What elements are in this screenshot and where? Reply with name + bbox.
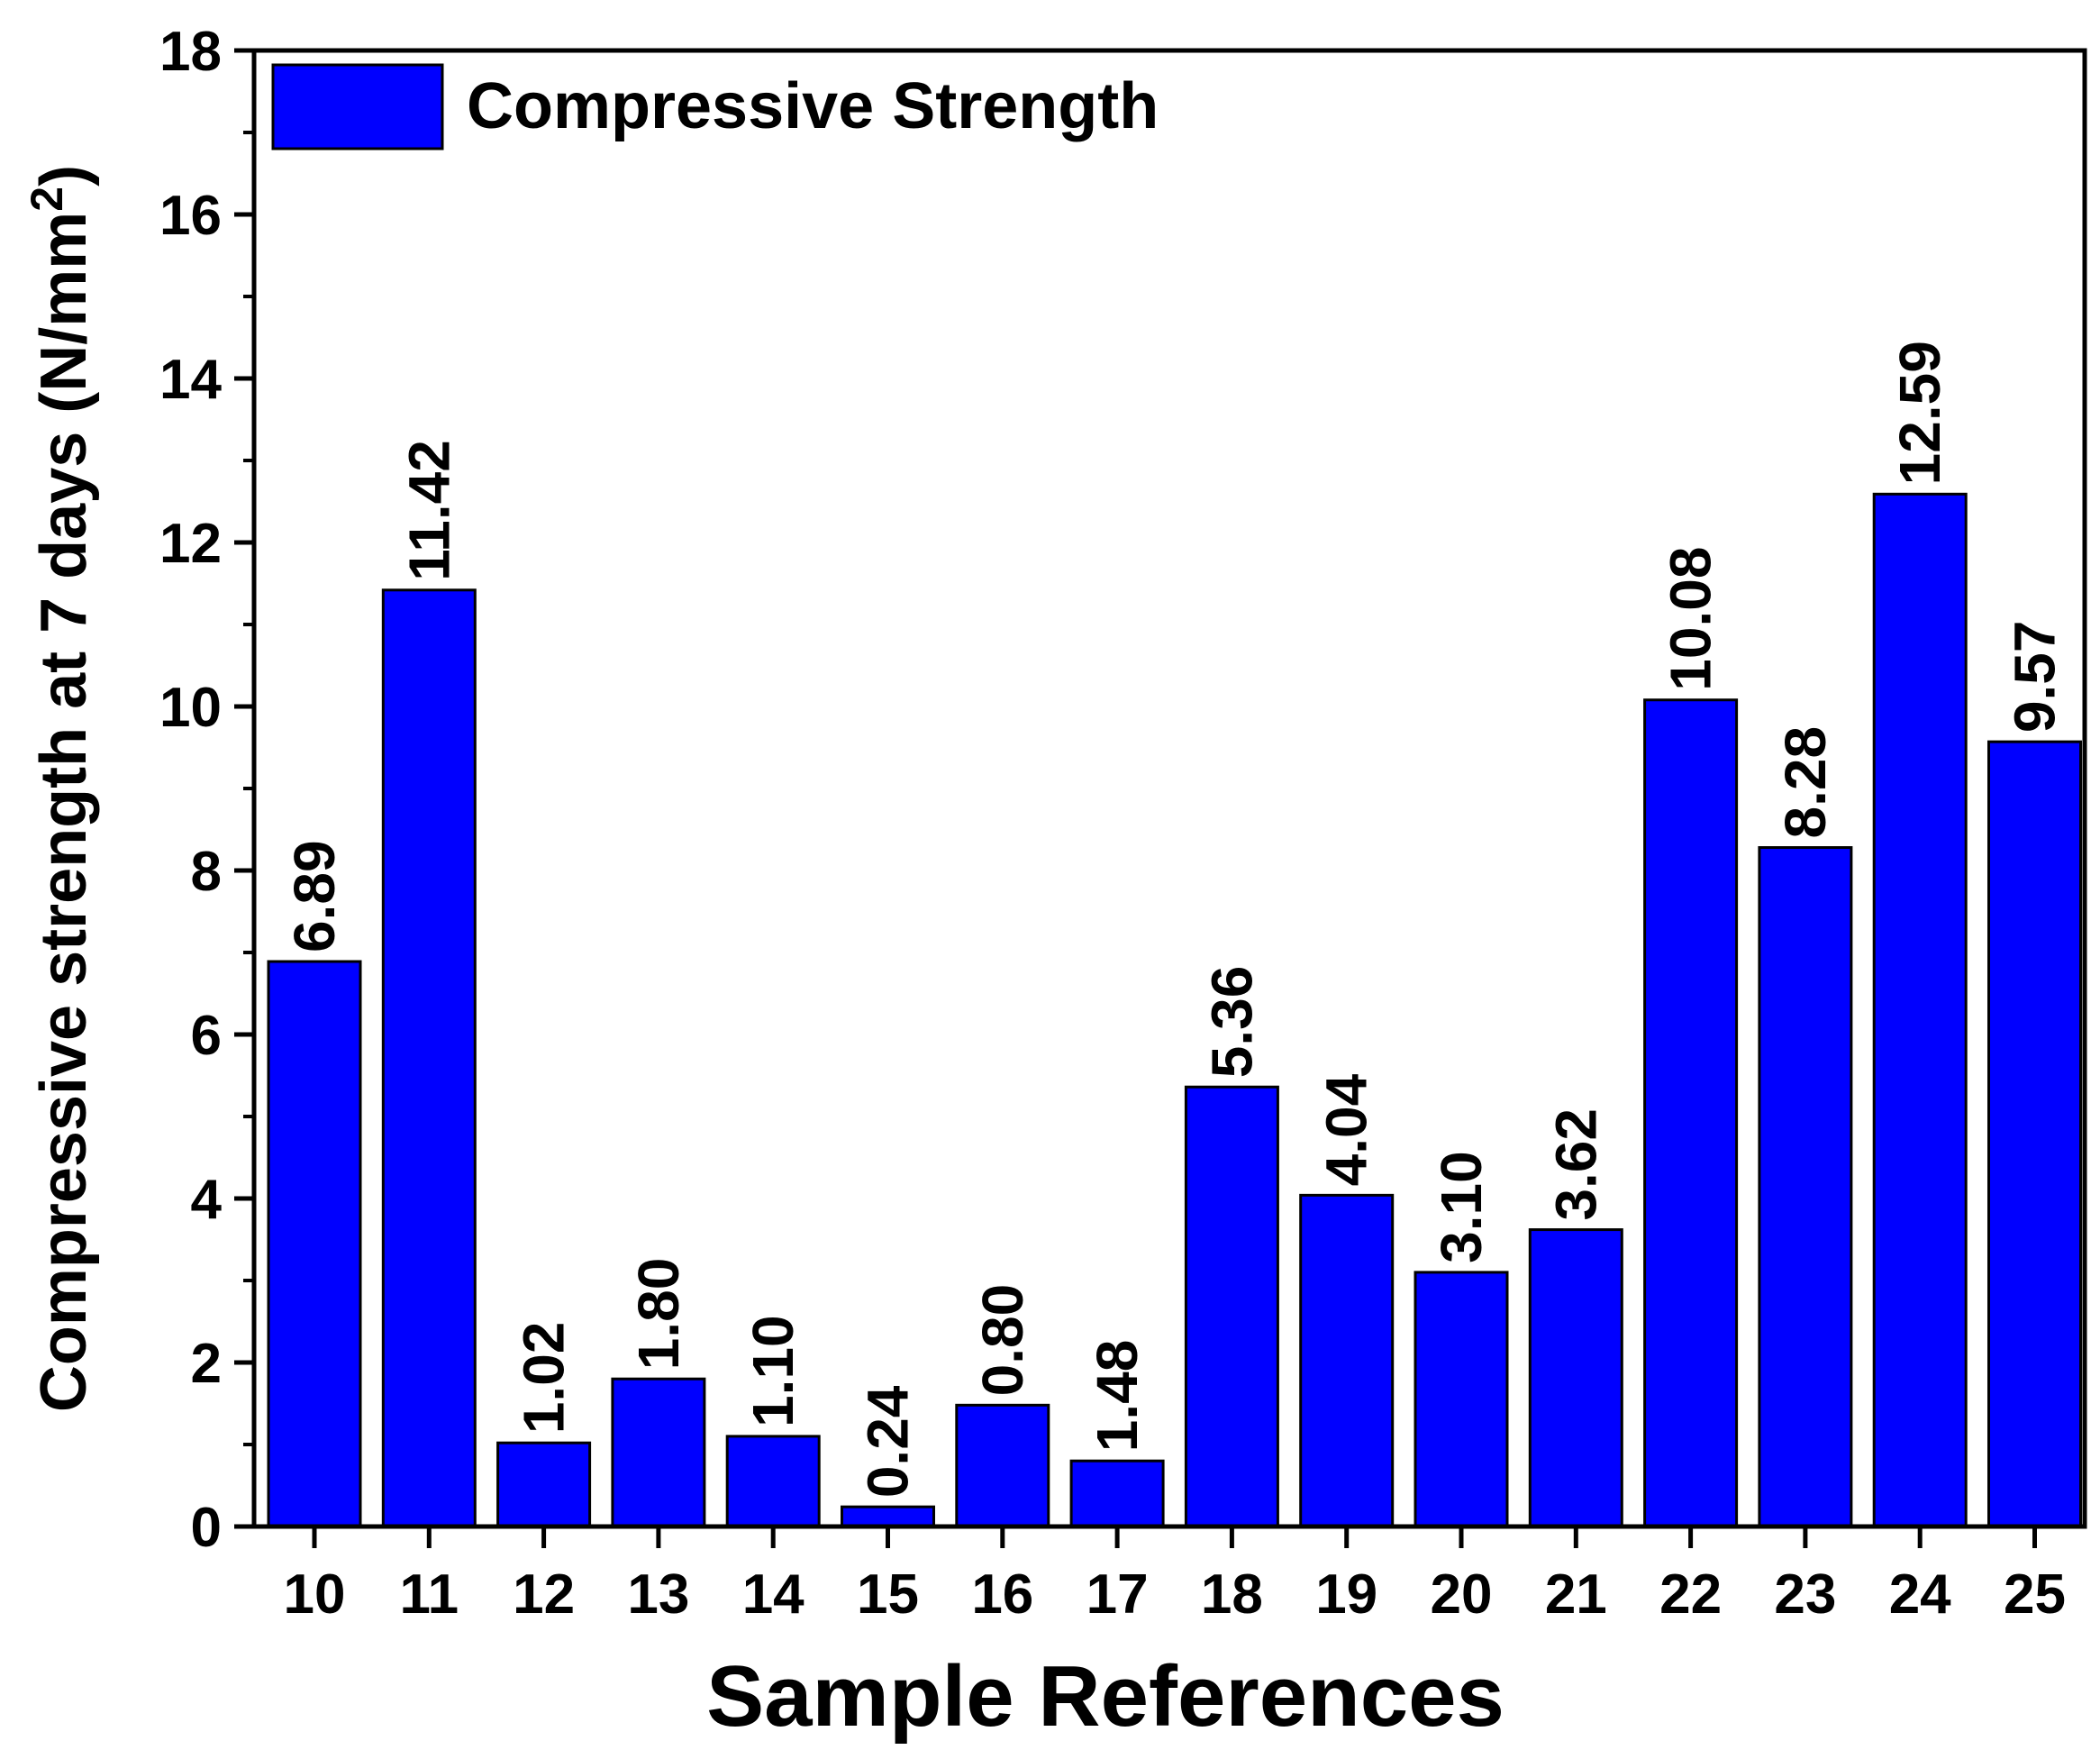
bar-17 [1069, 1459, 1165, 1528]
y-axis-title: Compressive strength at 7 days (N/mm2) [22, 165, 100, 1412]
bar-13 [611, 1377, 706, 1528]
x-tick-label-19: 19 [1315, 1563, 1377, 1626]
y-tick-label: 6 [191, 1005, 222, 1067]
legend-label: Compressive Strength [467, 70, 1159, 142]
y-axis-title-close: ) [28, 165, 100, 187]
x-tick-label-13: 13 [627, 1563, 689, 1626]
bar-value-label-23: 8.28 [1773, 726, 1838, 839]
bar-value-label-24: 12.59 [1887, 341, 1952, 485]
x-axis: 10 11 12 13 14 15 16 17 18 19 20 21 22 23 24 25 [284, 1527, 2066, 1626]
x-tick-label-21: 21 [1545, 1563, 1607, 1626]
bar-value-label-15: 0.24 [856, 1385, 921, 1498]
y-tick-label: 18 [159, 21, 222, 83]
legend: Compressive Strength [271, 63, 1159, 150]
x-tick-label-17: 17 [1086, 1563, 1149, 1626]
bar-value-label-12: 1.02 [512, 1322, 577, 1435]
y-tick-label: 4 [191, 1169, 223, 1231]
bar-value-label-20: 3.10 [1429, 1151, 1494, 1263]
x-tick-label-12: 12 [513, 1563, 575, 1626]
x-tick-label-11: 11 [400, 1563, 459, 1626]
x-tick-label-24: 24 [1889, 1563, 1951, 1626]
bar-10 [267, 960, 362, 1528]
bar-value-label-19: 4.04 [1314, 1073, 1379, 1186]
x-tick-label-23: 23 [1774, 1563, 1836, 1626]
bar-value-label-10: 6.89 [282, 840, 347, 952]
bar-12 [496, 1441, 592, 1528]
bar-22 [1643, 698, 1739, 1528]
bar-18 [1184, 1085, 1279, 1528]
bar-value-label-18: 5.36 [1199, 966, 1264, 1079]
y-tick-label: 2 [191, 1333, 222, 1395]
bar-11 [381, 588, 477, 1528]
x-tick-label-22: 22 [1659, 1563, 1722, 1626]
y-axis: 0 2 4 6 8 10 12 14 16 18 [159, 21, 254, 1559]
bar-24 [1872, 492, 1968, 1528]
x-tick-label-14: 14 [742, 1563, 805, 1626]
bar-15 [841, 1505, 935, 1528]
x-tick-label-18: 18 [1201, 1563, 1263, 1626]
legend-swatch [271, 63, 444, 150]
y-axis-title-superscript: 2 [22, 187, 72, 212]
x-tick-label-20: 20 [1431, 1563, 1493, 1626]
bar-20 [1414, 1271, 1509, 1528]
y-tick-label: 12 [159, 513, 222, 575]
x-tick-label-15: 15 [857, 1563, 919, 1626]
bar-value-label-11: 11.42 [396, 440, 461, 581]
y-axis-title-main: Compressive strength at 7 days (N/mm [28, 212, 100, 1412]
y-tick-label: 8 [191, 841, 222, 903]
bar-value-label-25: 9.57 [2003, 621, 2068, 734]
bar-25 [1987, 740, 2082, 1528]
y-tick-label: 10 [159, 677, 222, 739]
y-tick-label: 0 [191, 1497, 222, 1559]
bar-value-label-17: 1.48 [1085, 1340, 1150, 1453]
bar-value-label-21: 3.62 [1543, 1108, 1608, 1221]
bar-value-label-13: 1.80 [626, 1258, 691, 1371]
x-tick-label-16: 16 [971, 1563, 1033, 1626]
bar-value-label-16: 0.80 [970, 1284, 1035, 1397]
bar-23 [1758, 846, 1853, 1528]
bar-value-label-22: 10.08 [1659, 547, 1723, 691]
bar-19 [1299, 1193, 1395, 1528]
bar-21 [1528, 1228, 1623, 1528]
x-axis-title: Sample References [706, 1648, 1505, 1745]
bar-16 [955, 1403, 1050, 1528]
x-tick-label-10: 10 [284, 1563, 346, 1626]
bars-group [267, 492, 2082, 1528]
x-tick-label-25: 25 [2004, 1563, 2066, 1626]
bar-labels-group: 6.89 11.42 1.02 1.80 1.10 0.24 0.80 1.48 5.36 4.0… [282, 341, 2068, 1498]
bar-value-label-14: 1.10 [741, 1315, 805, 1427]
y-tick-label: 16 [159, 185, 222, 247]
y-tick-label: 14 [159, 349, 222, 411]
bar-14 [725, 1435, 821, 1528]
